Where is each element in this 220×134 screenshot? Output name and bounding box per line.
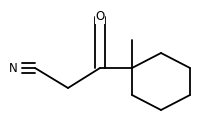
Text: O: O (95, 10, 105, 23)
Text: N: N (9, 62, 17, 75)
